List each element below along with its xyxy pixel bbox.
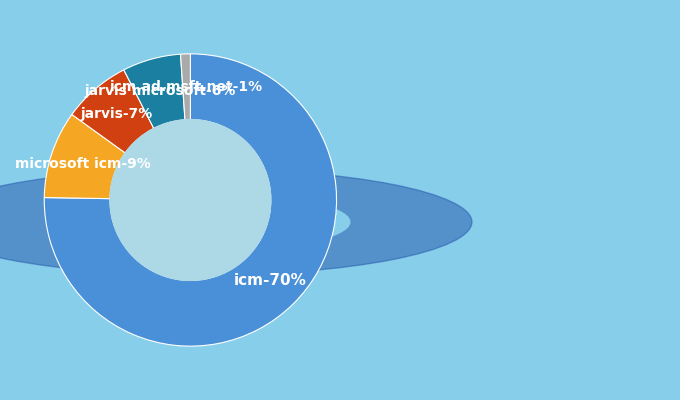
Wedge shape	[124, 54, 185, 128]
Circle shape	[110, 120, 271, 280]
Wedge shape	[44, 54, 337, 346]
Wedge shape	[72, 70, 154, 153]
Text: jarvis microsoft-6%: jarvis microsoft-6%	[84, 84, 236, 98]
Wedge shape	[180, 54, 190, 120]
Text: microsoft icm-9%: microsoft icm-9%	[15, 157, 151, 171]
Text: jarvis-7%: jarvis-7%	[80, 107, 153, 121]
Ellipse shape	[0, 169, 472, 275]
Ellipse shape	[52, 193, 350, 251]
Wedge shape	[44, 114, 125, 199]
Text: icm-70%: icm-70%	[233, 273, 306, 288]
Text: icm.ad.msft.net-1%: icm.ad.msft.net-1%	[110, 80, 263, 94]
